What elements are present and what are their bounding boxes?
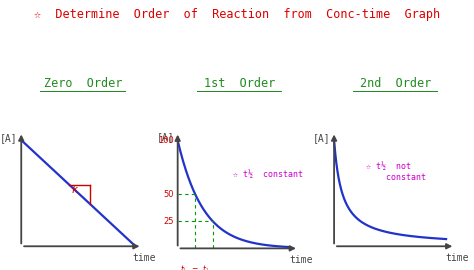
- Text: [A]: [A]: [313, 133, 331, 143]
- Text: 50: 50: [164, 190, 174, 199]
- Text: [A]: [A]: [0, 133, 18, 143]
- Text: ☆ t½  constant: ☆ t½ constant: [233, 170, 302, 180]
- Text: 2nd  Order: 2nd Order: [360, 77, 431, 90]
- Text: ☆ t½  not
    constant: ☆ t½ not constant: [366, 162, 426, 182]
- Text: 1st  Order: 1st Order: [204, 77, 275, 90]
- Text: time: time: [133, 253, 156, 263]
- Text: time: time: [446, 253, 469, 263]
- Text: ☆  Determine  Order  of  Reaction  from  Conc-time  Graph: ☆ Determine Order of Reaction from Conc-…: [34, 8, 440, 21]
- Text: k: k: [72, 185, 78, 195]
- Text: $t_{\frac{1}{2}}$  =  $t_{\frac{1}{2}}$: $t_{\frac{1}{2}}$ = $t_{\frac{1}{2}}$: [181, 264, 210, 270]
- Text: time: time: [289, 255, 313, 265]
- Text: 25: 25: [164, 217, 174, 226]
- Text: [A]: [A]: [156, 132, 174, 142]
- Text: 100: 100: [158, 136, 174, 145]
- Text: Zero  Order: Zero Order: [44, 77, 122, 90]
